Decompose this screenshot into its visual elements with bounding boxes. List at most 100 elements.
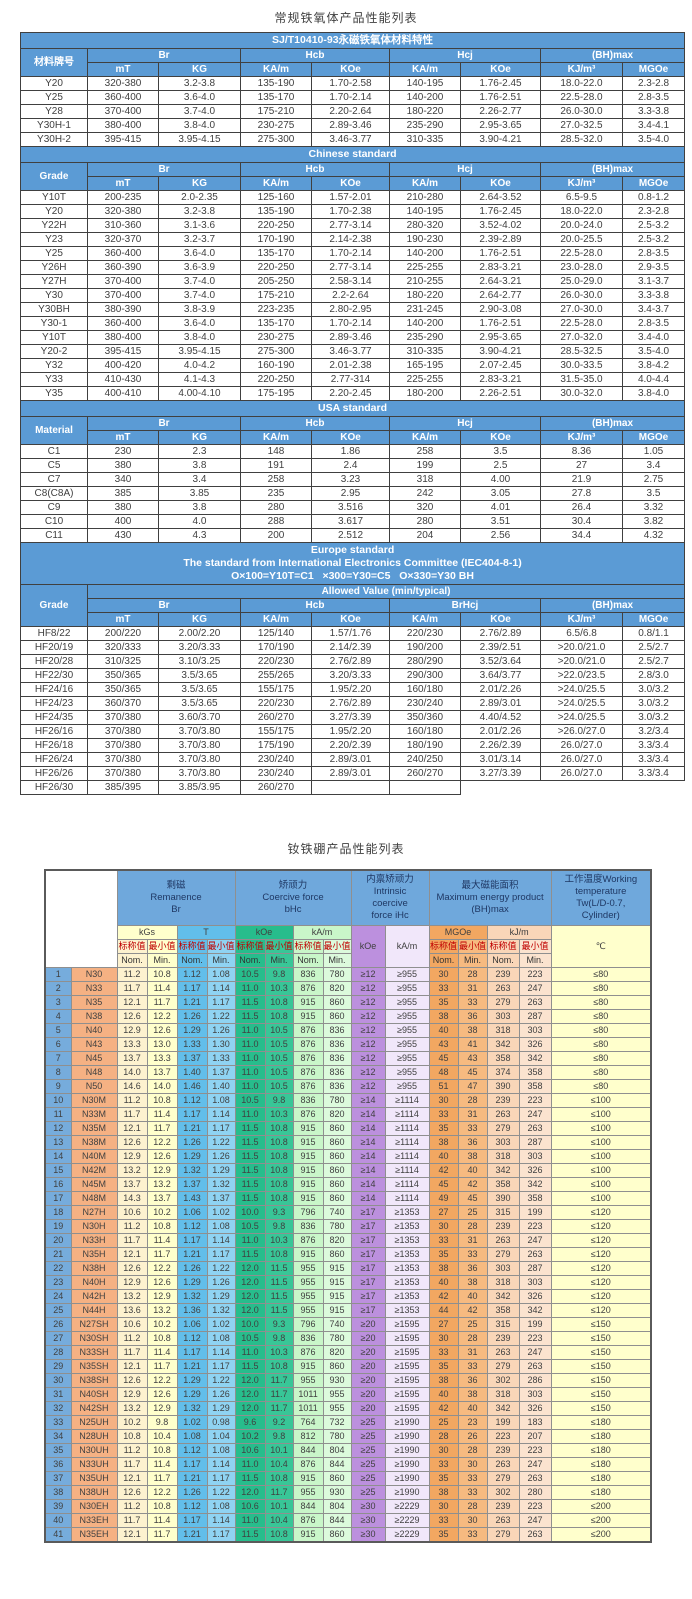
group-header: BrHcj: [389, 598, 541, 613]
value-cell: 320-380: [87, 204, 159, 219]
working-temp-cell: ≤100: [550, 1163, 652, 1178]
bhc-koe-min-cell: 9.8: [264, 1093, 294, 1108]
value-cell: 370-400: [87, 288, 159, 303]
kgs-min-cell: 12.2: [146, 1373, 178, 1388]
unit-header: KOe: [460, 176, 541, 191]
t-min-cell: 1.22: [206, 1135, 236, 1150]
working-temp-cell: ≤180: [550, 1471, 652, 1486]
kgs-min-cell: 13.7: [146, 1191, 178, 1206]
mgoe-nom-cell: 30: [428, 1331, 459, 1346]
kjm-min-cell: 223: [518, 1331, 552, 1346]
table-row: 27 N30SH 11.2 10.8 1.12 1.08 10.5 9.8 836 780 ≥20 ≥…: [44, 1331, 652, 1346]
value-cell: 175-210: [240, 104, 312, 119]
value-cell: 230/240: [389, 696, 461, 711]
group-header: (BH)max: [539, 162, 686, 177]
value-cell: 320-370: [87, 232, 159, 247]
kgs-nom-cell: 12.1: [116, 995, 148, 1010]
mgoe-min-cell: 25: [457, 1205, 488, 1220]
bhc-kam-nom-cell: 915: [292, 1359, 324, 1374]
value-cell: 220/230: [240, 696, 312, 711]
unit-ihc-kam: kA/m: [384, 925, 430, 968]
grade-cell: C10: [20, 514, 88, 529]
ihc-kam-cell: ≥1114: [384, 1107, 430, 1122]
t-nom-cell: 1.29: [176, 1387, 208, 1402]
bhc-koe-nom-cell: 11.0: [234, 1457, 266, 1472]
kjm-nom-cell: 318: [486, 1023, 520, 1038]
bhc-koe-min-cell: 10.8: [264, 1121, 294, 1136]
value-cell: 260/270: [389, 766, 461, 781]
grade-cell: N27SH: [70, 1317, 118, 1332]
kjm-nom-cell: 315: [486, 1317, 520, 1332]
kjm-min-cell: 263: [518, 1527, 552, 1543]
kjm-min-cell: 287: [518, 1261, 552, 1276]
label-minimum-zh: 最小值: [264, 939, 294, 954]
bhc-kam-min-cell: 915: [322, 1303, 352, 1318]
table-row: 24 N42H 13.2 12.9 1.32 1.29 12.0 11.5 955 915 ≥17 ≥…: [44, 1289, 652, 1304]
t-nom-cell: 1.32: [176, 1401, 208, 1416]
kjm-nom-cell: 390: [486, 1191, 520, 1206]
value-cell: 2.26-2.77: [460, 104, 541, 119]
value-cell: 2.64-3.21: [460, 274, 541, 289]
value-cell: 220/230: [240, 654, 312, 669]
bhc-koe-min-cell: 9.8: [264, 1331, 294, 1346]
mgoe-nom-cell: 38: [428, 1009, 459, 1024]
bhc-kam-nom-cell: 876: [292, 1233, 324, 1248]
ihc-koe-cell: ≥17: [350, 1289, 386, 1304]
row-index: 11: [44, 1107, 72, 1122]
section-title: Europe standard The standard from Interna…: [19, 542, 686, 585]
kjm-min-cell: 358: [518, 1191, 552, 1206]
kgs-nom-cell: 11.2: [116, 1331, 148, 1346]
kjm-nom-cell: 342: [486, 1401, 520, 1416]
kgs-min-cell: 12.6: [146, 1149, 178, 1164]
table-row: HF20/19 320/333 3.20/3.33 170/190 2.14/2.39 1…: [20, 640, 686, 655]
bhc-koe-nom-cell: 10.5: [234, 1331, 266, 1346]
ihc-koe-cell: ≥20: [350, 1401, 386, 1416]
unit-header: KA/m: [240, 176, 312, 191]
table-row: 23 N40H 12.9 12.6 1.29 1.26 12.0 11.5 955 915 ≥17 ≥…: [44, 1275, 652, 1290]
value-cell: 2.01-2.38: [311, 358, 390, 373]
header-coercive-force: 矫顽力 Coercive force bHc: [234, 869, 352, 926]
value-cell: 230/240: [240, 752, 312, 767]
grade-cell: C8(C8A): [20, 486, 88, 501]
value-cell: 180/190: [389, 738, 461, 753]
bhc-kam-nom-cell: 1011: [292, 1401, 324, 1416]
section-title-line: SJ/T10410-93永磁铁氧体材料特性: [272, 34, 434, 46]
mgoe-nom-cell: 38: [428, 1135, 459, 1150]
table-row: Y35 400-410 4.00-4.10 175-195 2.20-2.45 180-2…: [20, 386, 686, 401]
kjm-min-cell: 263: [518, 1359, 552, 1374]
value-cell: 2.77-3.14: [311, 260, 390, 275]
t-nom-cell: 1.17: [176, 1345, 208, 1360]
table-row: 13 N38M 12.6 12.2 1.26 1.22 11.5 10.8 915 860 ≥14 ≥…: [44, 1135, 652, 1150]
ihc-kam-cell: ≥2229: [384, 1527, 430, 1543]
unit-header: KOe: [460, 612, 541, 627]
ihc-koe-cell: ≥12: [350, 1023, 386, 1038]
kgs-min-cell: 9.8: [146, 1415, 178, 1430]
bhc-kam-min-cell: 860: [322, 1247, 352, 1262]
kgs-min-cell: 12.9: [146, 1401, 178, 1416]
table-row: 33 N25UH 10.2 9.8 1.02 0.98 9.6 9.2 764 732 ≥25 ≥19…: [44, 1415, 652, 1430]
kgs-nom-cell: 13.2: [116, 1401, 148, 1416]
bhc-koe-min-cell: 11.5: [264, 1261, 294, 1276]
header-line: force iHc: [371, 910, 409, 921]
working-temp-cell: ≤80: [550, 981, 652, 996]
value-cell: [622, 780, 685, 795]
grade-cell: N40H: [70, 1275, 118, 1290]
ihc-kam-cell: ≥1114: [384, 1191, 430, 1206]
value-cell: 370/380: [87, 710, 159, 725]
value-cell: 3.90-4.21: [460, 132, 541, 147]
ihc-koe-cell: ≥25: [350, 1485, 386, 1500]
value-cell: 3.85/3.95: [158, 780, 241, 795]
value-cell: 230-275: [240, 118, 312, 133]
mgoe-nom-cell: 35: [428, 1247, 459, 1262]
value-cell: 385/395: [87, 780, 159, 795]
value-cell: 3.5/3.65: [158, 682, 241, 697]
unit-header: KA/m: [389, 430, 461, 445]
label-minimum-en: Min.: [322, 953, 352, 968]
t-nom-cell: 1.21: [176, 1359, 208, 1374]
value-cell: 170-190: [240, 232, 312, 247]
value-cell: 4.00: [460, 472, 541, 487]
grade-cell: N33: [70, 981, 118, 996]
table-row: 25 N44H 13.6 13.2 1.36 1.32 12.0 11.5 955 915 ≥17 ≥…: [44, 1303, 652, 1318]
value-cell: 3.95-4.15: [158, 132, 241, 147]
section-title-row: SJ/T10410-93永磁铁氧体材料特性: [19, 32, 686, 49]
